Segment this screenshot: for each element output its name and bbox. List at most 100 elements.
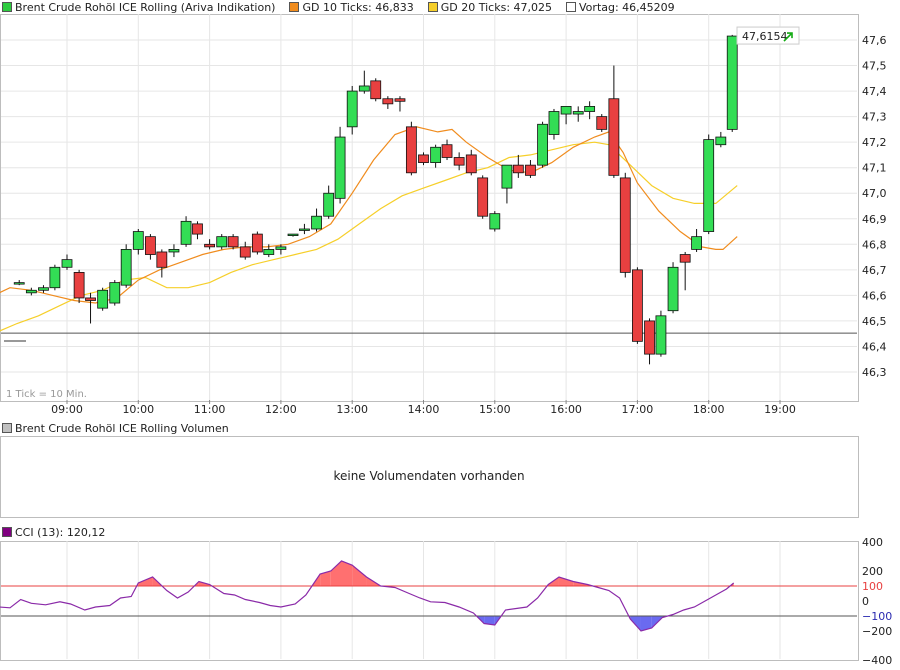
volume-legend: Brent Crude Rohöl ICE Rolling Volumen bbox=[2, 421, 229, 435]
candle-body bbox=[572, 111, 584, 115]
candle bbox=[251, 231, 263, 255]
candle-body bbox=[156, 251, 168, 268]
cci-overbought-fill bbox=[341, 560, 353, 586]
candle bbox=[715, 131, 727, 148]
cci-overbought-fill bbox=[352, 565, 367, 586]
gd10-line bbox=[0, 126, 738, 304]
candle bbox=[525, 160, 536, 178]
candle-body bbox=[25, 289, 37, 294]
candle-body bbox=[263, 249, 275, 255]
legend-swatch-cci bbox=[2, 527, 12, 537]
last-price-label: 47,6154 bbox=[742, 30, 788, 43]
candle bbox=[346, 85, 358, 135]
cci-y-tick-label: −400 bbox=[862, 654, 892, 667]
price-chart: 47,6 47,5 47,4 47,3 47,2 47,1 47,0 46,9 46,8 46,7… bbox=[0, 14, 887, 416]
candle bbox=[477, 175, 489, 219]
candle-body bbox=[168, 249, 180, 253]
candle bbox=[263, 244, 275, 258]
candle bbox=[192, 221, 203, 240]
candle bbox=[453, 152, 465, 171]
y-tick-label: 47,2 bbox=[862, 136, 887, 149]
legend-item-volume: Brent Crude Rohöl ICE Rolling Volumen bbox=[2, 422, 229, 435]
candle bbox=[156, 249, 168, 278]
candle-body bbox=[441, 144, 453, 158]
candle bbox=[275, 244, 287, 255]
candle bbox=[441, 139, 453, 161]
candle bbox=[382, 96, 394, 109]
candle bbox=[49, 264, 61, 291]
candle-body bbox=[132, 231, 144, 250]
y-tick-label: 47,4 bbox=[862, 85, 887, 98]
y-tick-label: 46,4 bbox=[862, 340, 887, 353]
y-tick-label: 47,6 bbox=[862, 34, 887, 47]
main-legend: Brent Crude Rohöl ICE Rolling (Ariva Ind… bbox=[2, 0, 675, 14]
candle-body bbox=[97, 289, 109, 309]
candle bbox=[180, 216, 192, 247]
candle bbox=[405, 121, 417, 176]
candle-body bbox=[655, 315, 667, 355]
candle bbox=[25, 287, 37, 296]
candle bbox=[726, 34, 738, 132]
cci-overbought-fill bbox=[558, 577, 574, 586]
candle bbox=[109, 280, 121, 306]
y-tick-label: 47,0 bbox=[862, 187, 887, 200]
x-tick-label: 09:00 bbox=[51, 403, 83, 416]
x-tick-label: 15:00 bbox=[479, 403, 511, 416]
candle bbox=[667, 262, 679, 314]
candle bbox=[168, 244, 180, 258]
cci-y-tick-label: −200 bbox=[862, 625, 892, 638]
candle-body bbox=[61, 259, 73, 268]
price-chart-frame bbox=[0, 14, 859, 402]
candle bbox=[512, 154, 524, 178]
candle bbox=[73, 269, 85, 304]
candle-body bbox=[275, 246, 287, 250]
cci-y-tick-label: 400 bbox=[862, 536, 883, 549]
cci-overbought-fill bbox=[320, 571, 331, 586]
candle bbox=[204, 239, 216, 250]
candle-body bbox=[216, 236, 228, 248]
candle bbox=[227, 234, 239, 250]
cci-legend: CCI (13): 120,12 bbox=[2, 525, 105, 539]
x-tick-label: 17:00 bbox=[622, 403, 654, 416]
legend-item-gd10: GD 10 Ticks: 46,833 bbox=[289, 0, 414, 14]
candle bbox=[311, 208, 322, 232]
candle bbox=[655, 310, 667, 357]
candle bbox=[644, 318, 655, 365]
legend-label-price: Brent Crude Rohöl ICE Rolling (Ariva Ind… bbox=[15, 0, 276, 14]
candle-body bbox=[334, 136, 346, 199]
candle-body bbox=[251, 233, 263, 253]
candle-body bbox=[726, 35, 738, 130]
candle bbox=[537, 121, 548, 168]
y-tick-label: 47,5 bbox=[862, 60, 887, 73]
candle-body bbox=[346, 90, 358, 128]
y-tick-label: 46,5 bbox=[862, 315, 887, 328]
tick-note: 1 Tick = 10 Min. bbox=[6, 389, 87, 400]
candle bbox=[132, 228, 144, 255]
candle-body bbox=[430, 146, 442, 163]
legend-swatch-gd20 bbox=[427, 2, 438, 12]
legend-item-cci: CCI (13): 120,12 bbox=[2, 526, 105, 539]
cci-y-tick-label: −100 bbox=[862, 610, 892, 623]
candle-body bbox=[632, 269, 643, 342]
candle bbox=[691, 228, 702, 252]
candle-body bbox=[525, 164, 536, 176]
candle-body bbox=[85, 297, 96, 301]
candle bbox=[38, 285, 49, 293]
candle bbox=[501, 164, 513, 204]
candle bbox=[97, 287, 109, 311]
candle-body bbox=[691, 236, 702, 250]
legend-label-gd10: GD 10 Ticks: 46,833 bbox=[302, 0, 414, 14]
candle-body bbox=[548, 111, 560, 135]
x-tick-label: 18:00 bbox=[693, 403, 725, 416]
candle bbox=[619, 172, 631, 278]
candle-body bbox=[537, 123, 548, 166]
cci-line bbox=[0, 560, 735, 632]
candle-body bbox=[644, 320, 655, 355]
candle bbox=[596, 114, 608, 132]
cci-overbought-fill bbox=[330, 560, 342, 586]
legend-label-cci: CCI (13): 120,12 bbox=[15, 525, 106, 539]
candle-body bbox=[489, 213, 501, 230]
y-tick-label: 46,6 bbox=[862, 289, 887, 302]
candle-body bbox=[477, 177, 489, 217]
candle-body bbox=[453, 157, 465, 166]
